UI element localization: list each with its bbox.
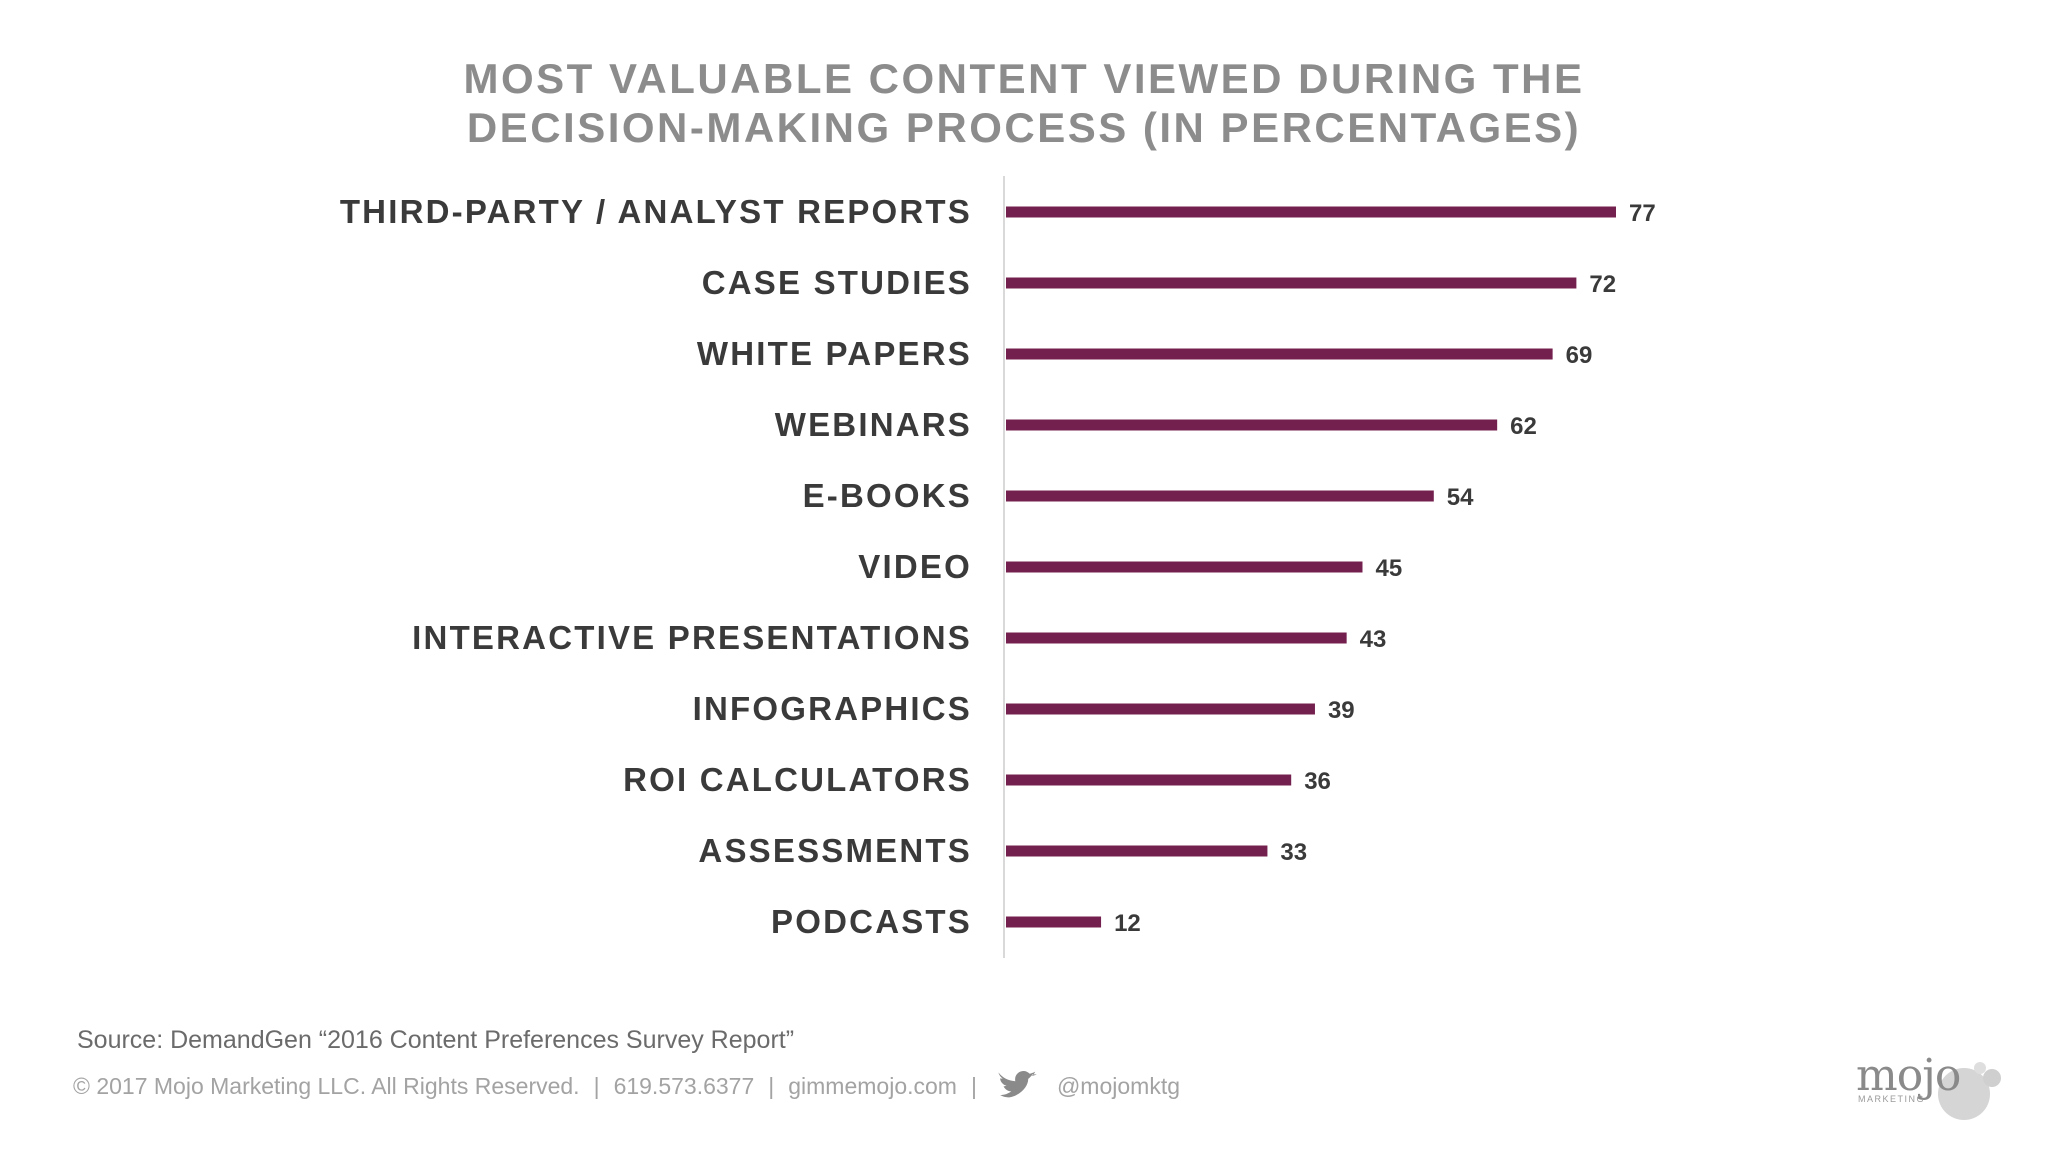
phone-number: 619.573.6377 [613, 1072, 755, 1099]
value-label: 77 [1629, 200, 1656, 227]
logo-tagline: MARKETING [1858, 1094, 1926, 1104]
value-label: 54 [1447, 484, 1474, 511]
bar [1006, 419, 1498, 431]
category-label: E-BOOKS [803, 477, 972, 514]
category-label: ASSESSMENTS [698, 832, 972, 869]
value-label: 33 [1280, 839, 1307, 866]
twitter-bird-icon [995, 1071, 1039, 1101]
bar [1006, 561, 1363, 573]
category-label: THIRD-PARTY / ANALYST REPORTS [340, 193, 972, 230]
value-label: 69 [1566, 342, 1593, 369]
website-link[interactable]: gimmemojo.com [788, 1072, 957, 1099]
category-label: WHITE PAPERS [697, 335, 972, 372]
footer: © 2017 Mojo Marketing LLC. All Rights Re… [73, 1071, 1180, 1101]
bar [1006, 490, 1434, 502]
bar [1006, 632, 1347, 644]
bar [1006, 277, 1577, 289]
bar [1006, 703, 1315, 715]
bar [1006, 206, 1616, 218]
copyright-text: © 2017 Mojo Marketing LLC. All Rights Re… [73, 1072, 580, 1099]
chart-title-line-2: DECISION-MAKING PROCESS (IN PERCENTAGES) [466, 104, 1582, 151]
value-label: 36 [1304, 768, 1331, 795]
value-label: 43 [1360, 626, 1387, 653]
twitter-handle[interactable]: @mojomktg [1056, 1072, 1180, 1099]
chart-title-line-1: MOST VALUABLE CONTENT VIEWED DURING THE [463, 55, 1585, 102]
bar [1006, 845, 1268, 857]
source-citation: Source: DemandGen “2016 Content Preferen… [77, 1026, 795, 1054]
value-label: 12 [1114, 910, 1141, 937]
bar [1006, 916, 1102, 928]
category-label: VIDEO [858, 548, 972, 585]
footer-separator: | [768, 1072, 775, 1099]
value-label: 45 [1375, 555, 1402, 582]
value-label: 62 [1510, 413, 1537, 440]
logo-wordmark: mojo [1856, 1050, 1961, 1101]
category-label: PODCASTS [771, 903, 972, 940]
category-label: INTERACTIVE PRESENTATIONS [412, 619, 972, 656]
category-label: ROI CALCULATORS [623, 761, 972, 798]
category-label: INFOGRAPHICS [693, 690, 972, 727]
footer-separator: | [593, 1072, 600, 1099]
footer-separator: | [970, 1072, 977, 1099]
category-label: WEBINARS [775, 406, 972, 443]
bar [1006, 774, 1292, 786]
value-label: 39 [1328, 697, 1355, 724]
category-label: CASE STUDIES [702, 264, 972, 301]
mojo-marketing-logo: mojo MARKETING [1852, 1050, 2002, 1130]
value-label: 72 [1589, 271, 1616, 298]
bar [1006, 348, 1553, 360]
